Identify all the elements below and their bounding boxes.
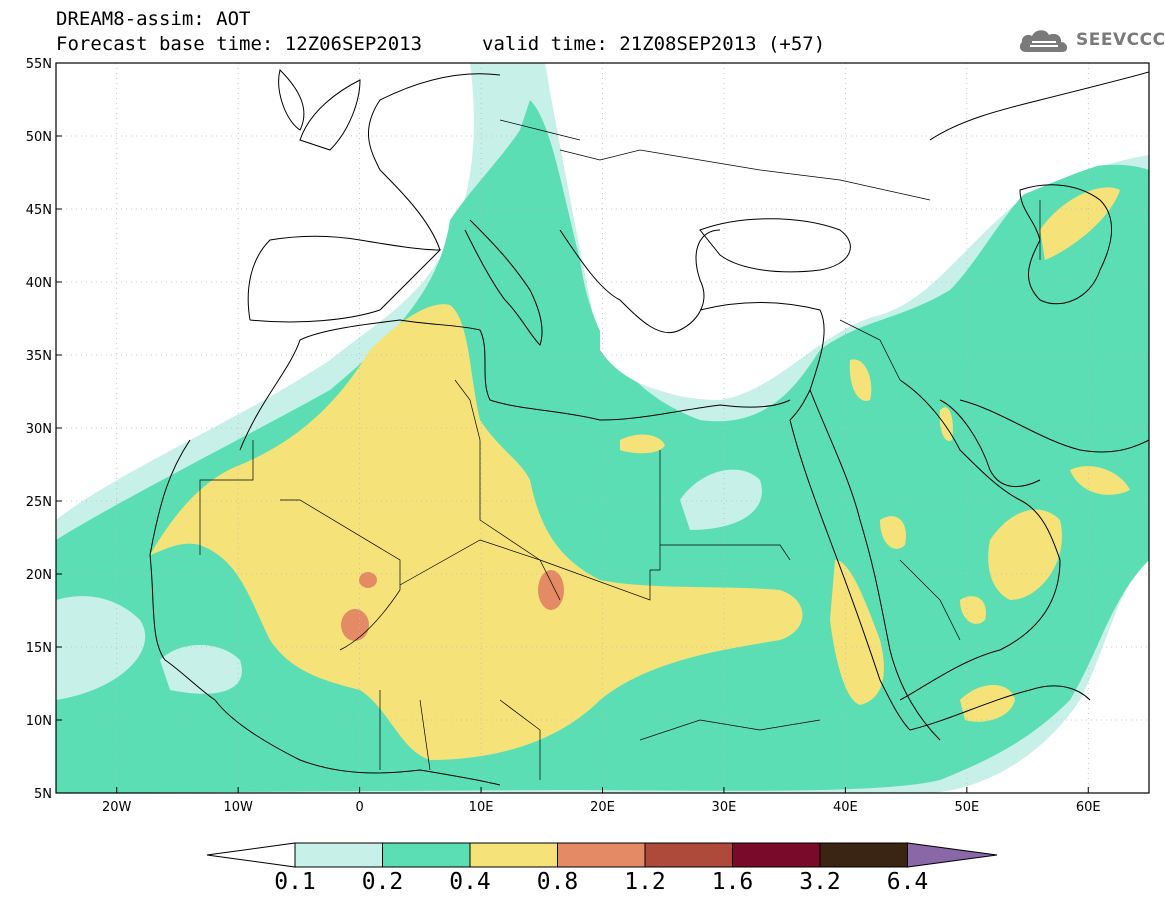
lat-tick-label: 5N xyxy=(34,787,52,802)
colorbar-level-label: 3.2 xyxy=(799,869,841,895)
colorbar-swatch xyxy=(294,842,383,868)
lat-tick-label: 15N xyxy=(26,641,52,656)
lon-tick-label: 40E xyxy=(833,800,858,815)
colorbar-level-label: 0.2 xyxy=(362,869,404,895)
colorbar-level-label: 1.6 xyxy=(712,869,754,895)
colorbar-swatch xyxy=(644,842,733,868)
country-borders xyxy=(199,119,1041,780)
graticule xyxy=(56,62,1149,794)
colorbar-level-label: 0.1 xyxy=(274,869,316,895)
coastlines xyxy=(149,69,1149,786)
lat-tick-label: 50N xyxy=(26,130,52,145)
forecast-base-time: Forecast base time: 12Z06SEP2013 xyxy=(56,33,423,55)
seevccc-logo: SEEVCCC xyxy=(1018,26,1165,56)
logo-text: SEEVCCC xyxy=(1076,30,1165,50)
valid-time: valid time: 21Z08SEP2013 (+57) xyxy=(482,33,826,55)
colorbar-level-label: 0.8 xyxy=(537,869,579,895)
lat-tick-label: 55N xyxy=(26,57,52,72)
colorbar-swatch xyxy=(469,842,558,868)
colorbar-swatch xyxy=(732,842,821,868)
lat-tick-label: 45N xyxy=(26,203,52,218)
aot-contour-0.8 xyxy=(341,609,369,641)
lon-tick-label: 10W xyxy=(223,800,253,815)
colorbar-swatch xyxy=(819,842,908,868)
lon-tick-label: 20W xyxy=(102,800,132,815)
aot-contour-0.4 xyxy=(150,304,803,760)
lon-tick-label: 50E xyxy=(954,800,979,815)
lon-tick-label: 60E xyxy=(1076,800,1101,815)
aot-contour-0.1-gap xyxy=(56,596,146,700)
colorbar-level-label: 0.4 xyxy=(449,869,491,895)
latitude-ticks: 5N 10N 15N 20N 25N 30N 35N 40N 45N 50N 55N xyxy=(26,57,62,802)
colorbar-max-arrow xyxy=(907,842,998,868)
lat-tick-label: 40N xyxy=(26,276,52,291)
colorbar-swatch xyxy=(557,842,646,868)
lon-tick-label: 10E xyxy=(469,800,494,815)
colorbar-min-arrow xyxy=(206,842,296,868)
lon-tick-label: 30E xyxy=(712,800,737,815)
cloud-icon xyxy=(1019,30,1068,52)
colorbar-level-label: 1.2 xyxy=(624,869,666,895)
lon-tick-label: 0 xyxy=(355,800,363,815)
longitude-ticks: 20W 10W 0 10E 20E 30E 40E 50E 60E xyxy=(102,787,1101,815)
colorbar-level-label: 6.4 xyxy=(887,869,929,895)
lat-tick-label: 30N xyxy=(26,422,52,437)
lat-tick-label: 25N xyxy=(26,495,52,510)
colorbar: 0.1 0.2 0.4 0.8 1.2 1.6 3.2 6.4 xyxy=(206,842,998,895)
lat-tick-label: 10N xyxy=(26,714,52,729)
colorbar-swatch xyxy=(382,842,471,868)
lat-tick-label: 20N xyxy=(26,568,52,583)
map-title: DREAM8-assim: AOT xyxy=(56,8,251,30)
lat-tick-label: 35N xyxy=(26,349,52,364)
lon-tick-label: 20E xyxy=(590,800,615,815)
